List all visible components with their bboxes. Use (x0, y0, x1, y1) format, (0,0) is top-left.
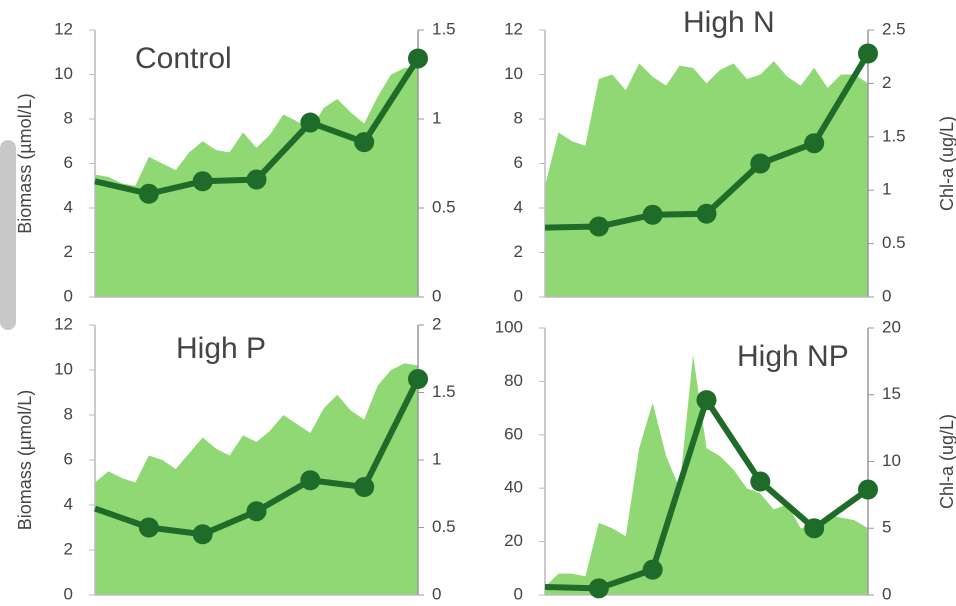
y2-tick-label: 0 (882, 584, 891, 603)
y-tick-label: 0 (64, 584, 73, 603)
y-tick-label: 6 (64, 153, 73, 172)
y-tick-label: 4 (514, 197, 523, 216)
chl-a-marker (804, 518, 825, 539)
y-tick-label: 6 (64, 449, 73, 468)
chl-a-marker (192, 171, 213, 192)
chl-a-marker (354, 477, 375, 497)
y2-tick-label: 1 (432, 449, 441, 468)
y2-tick-label: 15 (882, 384, 901, 403)
y-tick-label: 4 (64, 494, 73, 513)
y-tick-label: 12 (54, 314, 73, 333)
y-tick-label: 20 (504, 531, 523, 550)
background-photo-edge (0, 140, 16, 330)
chl-a-marker (408, 369, 428, 389)
y-tick-label: 12 (54, 19, 73, 38)
chl-a-marker (588, 578, 609, 599)
chl-a-marker (138, 517, 159, 538)
panel-title: Control (135, 42, 232, 75)
y-tick-label: 0 (514, 584, 523, 603)
y-tick-label: 60 (504, 424, 523, 443)
y-tick-label: 2 (64, 242, 73, 261)
panel-title: High P (176, 332, 266, 365)
chl-a-marker (300, 112, 321, 133)
y2-tick-label: 0.5 (432, 517, 456, 536)
y-tick-label: 6 (514, 153, 523, 172)
y2-tick-label: 10 (882, 451, 901, 470)
y2-tick-label: 1.5 (432, 19, 456, 38)
y-tick-label: 10 (54, 359, 73, 378)
y-axis-label: Biomass (µmol/L) (15, 93, 35, 233)
y2-tick-label: 1 (432, 108, 441, 127)
y-tick-label: 0 (514, 286, 523, 305)
chl-a-marker (750, 471, 771, 492)
y-tick-label: 12 (504, 19, 523, 38)
y-tick-label: 8 (64, 108, 73, 127)
y2-tick-label: 1.5 (432, 382, 456, 401)
chl-a-marker (300, 470, 321, 491)
y2-tick-label: 0.5 (432, 197, 456, 216)
y2-tick-label: 0 (882, 286, 891, 305)
y-tick-label: 100 (495, 317, 523, 336)
y2-tick-label: 2 (882, 73, 891, 92)
y2-tick-label: 2.5 (882, 19, 906, 38)
chl-a-marker (408, 48, 428, 69)
y-tick-label: 10 (54, 64, 73, 83)
y2-tick-label: 0.5 (882, 233, 906, 252)
biomass-area (545, 354, 868, 595)
chl-a-marker (750, 153, 771, 174)
chl-a-marker (804, 133, 825, 154)
y2-axis-label: Chl-a (ug/L) (937, 414, 956, 509)
y-tick-label: 2 (64, 539, 73, 558)
y-tick-label: 4 (64, 197, 73, 216)
chl-a-marker (642, 559, 663, 580)
chl-a-marker (588, 216, 609, 237)
biomass-area (545, 61, 868, 298)
y-axis-label: Biomass (µmol/L) (15, 390, 35, 530)
chl-a-marker (696, 390, 717, 411)
y2-tick-label: 2 (432, 314, 441, 333)
y-tick-label: 8 (514, 108, 523, 127)
panel-title: High N (683, 6, 775, 39)
chl-a-marker (354, 132, 375, 153)
y2-tick-label: 0 (432, 584, 441, 603)
y-tick-label: 8 (64, 404, 73, 423)
y-tick-label: 40 (504, 478, 523, 497)
chl-a-marker (192, 524, 213, 545)
chl-a-marker (858, 43, 878, 64)
y2-axis-label: Chl-a (ug/L) (937, 116, 956, 211)
chl-a-marker (696, 203, 717, 224)
chl-a-marker (858, 479, 878, 500)
y2-tick-label: 5 (882, 518, 891, 537)
y2-tick-label: 20 (882, 317, 901, 336)
y2-tick-label: 1 (882, 180, 891, 199)
y2-tick-label: 0 (432, 286, 441, 305)
chl-a-marker (642, 204, 663, 225)
biomass-area (95, 363, 418, 595)
chl-a-marker (246, 169, 267, 190)
chl-a-marker (246, 501, 267, 522)
y-tick-label: 0 (64, 286, 73, 305)
panel-title: High NP (737, 340, 849, 373)
y-tick-label: 80 (504, 371, 523, 390)
y2-tick-label: 1.5 (882, 126, 906, 145)
y-tick-label: 10 (504, 64, 523, 83)
chl-a-marker (138, 183, 159, 204)
y-tick-label: 2 (514, 242, 523, 261)
